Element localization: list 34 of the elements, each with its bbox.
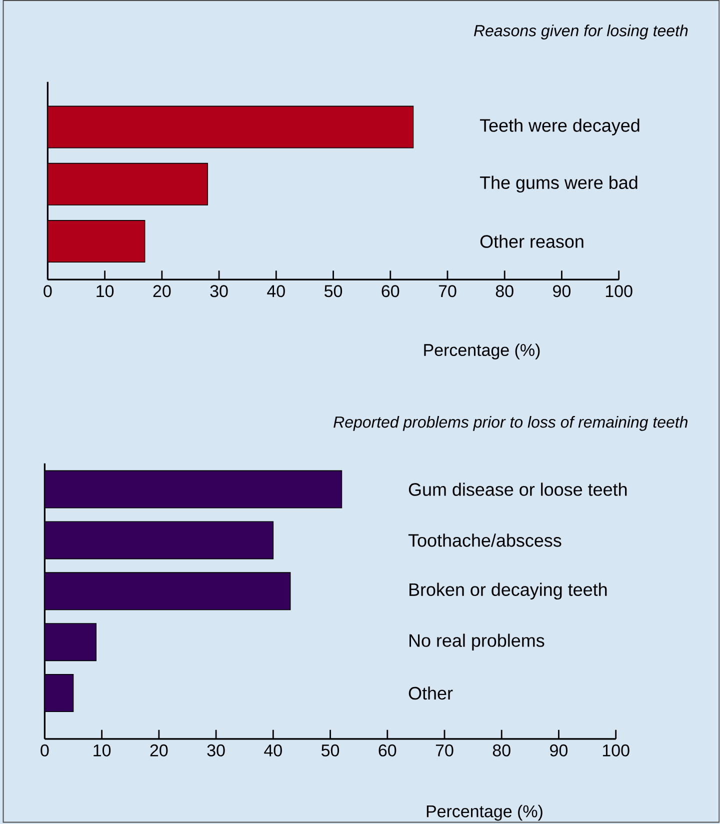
- x-tick-label: 60: [378, 744, 396, 756]
- x-tick-label: 40: [264, 744, 282, 756]
- x-tick-label: 50: [324, 285, 342, 298]
- chart-title: Reasons given for losing teeth: [474, 24, 688, 40]
- y-tick-label: Gum disease or loose teeth: [409, 482, 627, 496]
- x-tick-label: 10: [96, 285, 114, 298]
- y-tick-label: No real problems: [410, 634, 544, 650]
- x-tick-label: 90: [550, 744, 568, 756]
- x-axis-title: Percentage (%): [427, 804, 543, 821]
- y-tick-label: Toothache/abscess: [408, 534, 562, 547]
- x-tick-label: 40: [267, 285, 286, 298]
- x-tick-label: 90: [553, 285, 571, 298]
- x-tick-label: 80: [496, 285, 514, 298]
- x-tick-label: 20: [150, 744, 168, 756]
- x-tick-label: 80: [493, 744, 511, 756]
- x-tick-label: 30: [210, 285, 228, 298]
- chart-title: Reported problems prior to loss of remaining teeth: [334, 416, 688, 431]
- x-tick-label: 100: [606, 285, 632, 298]
- x-tick-label: 50: [322, 744, 340, 756]
- x-tick-label: 20: [154, 285, 171, 298]
- x-tick-label: 100: [603, 744, 630, 756]
- x-tick-label: 70: [436, 744, 454, 756]
- y-tick-label: Other reason: [480, 234, 584, 248]
- x-axis-title: Percentage (%): [424, 344, 540, 360]
- x-tick-label: 30: [207, 744, 225, 756]
- x-tick-label: 0: [40, 744, 49, 756]
- y-tick-label: Other: [409, 686, 453, 700]
- x-tick-label: 0: [44, 285, 52, 298]
- y-tick-label: The gums were bad: [480, 176, 638, 193]
- y-tick-label: Teeth were decayed: [480, 118, 640, 136]
- x-tick-label: 70: [439, 285, 456, 298]
- x-tick-label: 60: [382, 285, 400, 298]
- x-tick-label: 10: [94, 744, 111, 756]
- y-tick-label: Broken or decaying teeth: [410, 582, 607, 600]
